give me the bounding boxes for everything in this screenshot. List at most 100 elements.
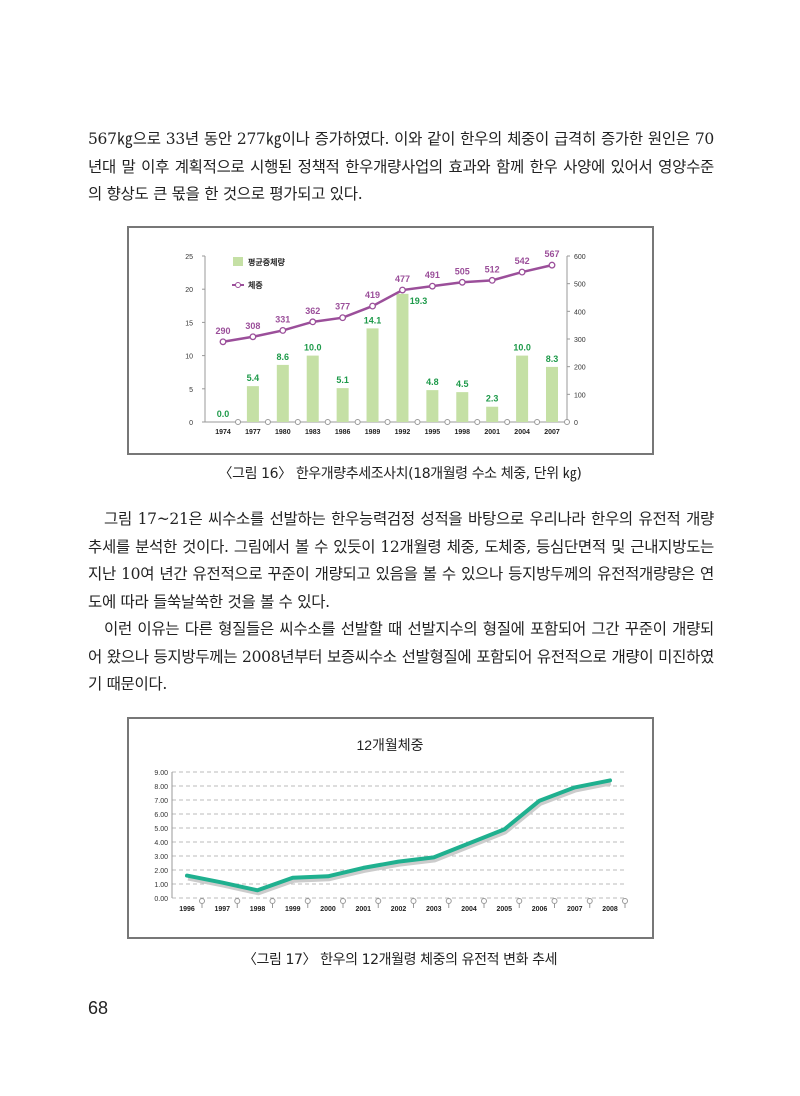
x-tick-label: 2003 — [426, 906, 442, 913]
paragraph-3: 이런 이유는 다른 형질들은 씨수소를 선발할 때 선발지수의 형질에 포함되어… — [88, 620, 714, 693]
chart-17-svg: 12개월체중 0.00 1.00 2.00 3.00 4.00 5.00 6.00 7.00 8.… — [154, 737, 628, 913]
bar — [426, 390, 439, 422]
paragraph-2: 그림 17~21은 씨수소를 선발하는 한우능력검정 성적을 바탕으로 우리나라… — [88, 510, 714, 611]
weight-label: 542 — [515, 256, 530, 266]
x-tick-marker — [504, 419, 511, 425]
bar-label: 5.4 — [247, 373, 260, 383]
x-tick-label: 2000 — [320, 906, 336, 913]
weight-label: 419 — [365, 290, 380, 300]
weight-label: 491 — [425, 270, 440, 280]
chart-16-svg: 0 5 10 15 20 25 0 100 200 300 400 500 600 0.0 1974 5.4 1… — [185, 249, 586, 436]
weight-point — [339, 314, 347, 322]
right-tick-label: 200 — [574, 365, 586, 372]
weight-line — [222, 263, 553, 343]
figure-17-chart: 12개월체중 0.00 1.00 2.00 3.00 4.00 5.00 6.00 7.00 8.… — [127, 717, 654, 939]
weight-label: 477 — [395, 274, 410, 284]
x-tick-marker — [294, 419, 301, 425]
x-tick-marker — [304, 898, 311, 904]
weight-label: 331 — [275, 314, 290, 324]
y-tick-label: 9.00 — [154, 770, 168, 777]
weight-point — [399, 286, 406, 294]
right-tick-label: 100 — [574, 392, 586, 399]
bar — [336, 388, 349, 422]
right-tick-label: 0 — [574, 420, 578, 427]
paragraph-1: 567㎏으로 33년 동안 277㎏이나 증가하였다. 이와 같이 한우의 체중… — [88, 130, 714, 203]
bar — [396, 293, 409, 422]
right-tick-label: 400 — [574, 309, 586, 316]
figure-16-caption: 〈그림 16〉 한우개량추세조사치(18개월령 수소 체중, 단위 ㎏) — [218, 466, 582, 482]
weight-point — [369, 302, 376, 310]
weight-point — [548, 261, 556, 269]
x-tick-label: 1989 — [365, 429, 381, 436]
x-tick-marker — [516, 898, 523, 904]
y-tick-label: 6.00 — [154, 812, 168, 819]
x-tick-label: 1997 — [214, 906, 230, 913]
x-tick-label: 2002 — [391, 906, 407, 913]
y-tick-label: 5.00 — [154, 826, 168, 833]
left-tick-label: 15 — [185, 320, 193, 327]
weight-point — [458, 278, 466, 286]
y-tick-label: 1.00 — [154, 882, 168, 889]
left-tick-label: 10 — [185, 354, 193, 361]
x-tick-marker — [481, 898, 487, 904]
page-number: 68 — [88, 998, 109, 1018]
legend-line-label: 체중 — [248, 280, 263, 290]
x-tick-marker — [234, 898, 241, 904]
x-tick-marker — [375, 898, 382, 904]
weight-label: 362 — [305, 306, 320, 316]
x-tick-label: 1998 — [454, 429, 470, 436]
bar — [366, 328, 379, 422]
left-tick-label: 25 — [185, 254, 193, 261]
x-tick-label: 2004 — [514, 429, 530, 436]
bar-label: 8.3 — [546, 354, 559, 364]
bar-label: 5.1 — [336, 375, 349, 385]
x-tick-marker — [622, 898, 628, 904]
x-tick-marker — [199, 898, 205, 904]
x-tick-marker — [235, 419, 241, 425]
weight-label: 377 — [335, 302, 350, 312]
weight-label: 290 — [215, 326, 230, 336]
bar — [486, 406, 499, 422]
weight-point — [279, 326, 287, 334]
x-tick-label: 2005 — [496, 906, 512, 913]
y-tick-label: 7.00 — [154, 798, 168, 805]
left-tick-label: 0 — [189, 420, 193, 427]
x-tick-marker — [534, 419, 541, 425]
bar — [276, 364, 289, 422]
x-tick-marker — [324, 419, 331, 425]
chart-title: 12개월체중 — [356, 737, 423, 753]
x-tick-marker — [414, 419, 421, 425]
y-tick-label: 4.00 — [154, 840, 168, 847]
x-tick-label: 1974 — [215, 429, 231, 436]
weight-point — [518, 268, 526, 276]
y-tick-label: 3.00 — [154, 854, 168, 861]
bar-label: 4.8 — [426, 377, 439, 387]
legend-line-marker — [235, 282, 241, 288]
weight-point — [428, 282, 436, 290]
weight-trend-line — [185, 778, 612, 893]
x-tick-label: 2007 — [544, 429, 560, 436]
x-tick-label: 1996 — [179, 906, 195, 913]
figure-16-chart: 0 5 10 15 20 25 0 100 200 300 400 500 600 0.0 1974 5.4 1… — [127, 226, 654, 455]
bar-label: 14.1 — [364, 315, 382, 325]
weight-point — [488, 276, 496, 284]
x-tick-marker — [269, 898, 276, 904]
x-tick-marker — [474, 419, 481, 425]
left-tick-label: 5 — [189, 387, 193, 394]
x-tick-label: 2007 — [567, 906, 583, 913]
y-tick-label: 2.00 — [154, 868, 168, 875]
y-tick-label: 8.00 — [154, 784, 168, 791]
x-tick-label: 1980 — [275, 429, 291, 436]
weight-point — [249, 333, 257, 341]
x-tick-label: 2004 — [461, 906, 477, 913]
weight-label: 505 — [455, 266, 470, 276]
weight-label: 308 — [245, 321, 260, 331]
x-tick-label: 1986 — [335, 429, 351, 436]
x-tick-label: 1998 — [250, 906, 266, 913]
x-tick-marker — [410, 898, 417, 904]
bar-label: 10.0 — [304, 343, 322, 353]
bar-label: 2.3 — [486, 394, 499, 404]
x-tick-marker — [384, 419, 391, 425]
x-tick-marker — [340, 898, 346, 904]
weight-point — [219, 338, 227, 346]
